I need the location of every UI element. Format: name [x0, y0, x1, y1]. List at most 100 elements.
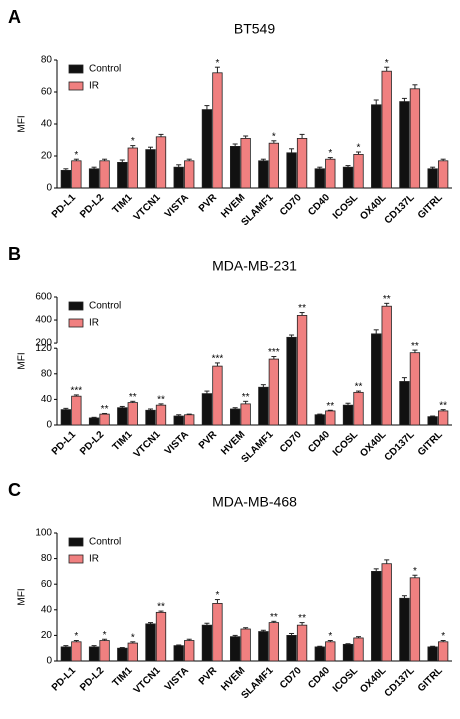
x-tick-label: PD-L1 [50, 429, 79, 458]
x-tick-label: ICOSL [331, 192, 360, 221]
bar [427, 416, 438, 426]
chart-title: MDA-MB-468 [212, 494, 297, 510]
bar [212, 603, 223, 662]
legend-label: Control [89, 301, 121, 312]
significance-label: *** [71, 386, 83, 397]
x-tick-label: PVR [197, 192, 220, 215]
bar [342, 166, 354, 189]
bar [155, 611, 167, 662]
x-tick-label: PVR [197, 429, 220, 452]
x-tick-label: CD70 [278, 429, 304, 455]
bar [99, 413, 110, 426]
bar [184, 160, 195, 189]
significance-label: * [272, 131, 276, 142]
bar [342, 643, 354, 662]
bar [314, 646, 325, 662]
x-tick-label: VISTA [163, 665, 191, 693]
x-tick-label: CD137L [383, 665, 417, 699]
bar [353, 153, 364, 189]
significance-label: ** [101, 404, 109, 415]
significance-label: * [215, 58, 219, 69]
bar [99, 160, 110, 189]
legend-label: Control [89, 64, 121, 75]
significance-label: * [215, 590, 219, 601]
chart-title: BT549 [234, 21, 275, 37]
x-tick-label: ICOSL [331, 665, 360, 694]
significance-label: ** [270, 612, 278, 623]
y-tick-label: 200 [35, 338, 52, 349]
y-tick-label: 40 [41, 604, 53, 615]
bar [240, 137, 251, 189]
bar [229, 408, 241, 426]
x-tick-label: ICOSL [331, 429, 360, 458]
significance-label: * [74, 631, 78, 642]
legend-label: IR [89, 554, 99, 565]
y-tick-label: 100 [35, 528, 52, 539]
x-tick-label: VTCN1 [132, 429, 163, 460]
chart-title: MDA-MB-231 [212, 258, 297, 274]
x-tick-label: SLAMF1 [240, 192, 276, 228]
bar [173, 415, 184, 426]
legend-label: Control [89, 537, 121, 548]
y-tick-label: 80 [41, 368, 53, 379]
bar [325, 410, 336, 426]
y-tick-label: 20 [41, 151, 53, 162]
bar [409, 577, 421, 662]
bar [314, 414, 325, 426]
bar [353, 637, 364, 662]
bar [286, 336, 297, 426]
significance-label: * [103, 630, 107, 641]
x-tick-label: CD40 [306, 665, 332, 691]
bar [229, 636, 241, 662]
bar [145, 409, 156, 426]
panel-label: A [8, 7, 21, 27]
bar [268, 622, 280, 662]
x-tick-label: VISTA [163, 429, 191, 457]
bar [240, 403, 251, 426]
x-tick-label: CD40 [306, 192, 332, 218]
bar [88, 168, 100, 189]
bar [296, 137, 308, 189]
panel-label: B [8, 244, 21, 264]
significance-label: * [328, 148, 332, 159]
bar [399, 101, 410, 189]
bar [173, 645, 184, 662]
bar [268, 142, 280, 189]
y-tick-label: 80 [41, 55, 53, 66]
significance-label: * [131, 136, 135, 147]
bar [71, 641, 82, 662]
bar [258, 386, 269, 426]
bar [342, 404, 354, 426]
bar [173, 166, 184, 189]
significance-label: ** [298, 303, 306, 314]
y-tick-label: 120 [35, 343, 52, 354]
significance-label: * [131, 632, 135, 643]
y-tick-label: 20 [41, 630, 53, 641]
legend-label: IR [89, 318, 99, 329]
y-tick-label: 40 [41, 394, 53, 405]
x-tick-label: CD70 [278, 192, 304, 218]
legend-swatch [68, 81, 84, 91]
bar [437, 160, 449, 189]
bar [117, 161, 128, 189]
legend-swatch [68, 554, 84, 564]
bar [184, 414, 195, 426]
bar [201, 624, 213, 662]
bar [71, 160, 82, 189]
significance-label: ** [157, 602, 165, 613]
bar [60, 646, 72, 662]
significance-label: ** [326, 401, 334, 412]
significance-label: * [413, 566, 417, 577]
legend-swatch [68, 537, 84, 547]
x-tick-label: GITRL [416, 665, 445, 694]
x-tick-label: GITRL [416, 429, 445, 458]
bar [371, 104, 382, 189]
significance-label: * [74, 150, 78, 161]
bar [229, 145, 241, 189]
x-tick-label: PD-L2 [78, 665, 107, 694]
x-tick-label: VTCN1 [132, 665, 163, 696]
bar [286, 635, 297, 662]
significance-label: *** [268, 347, 280, 358]
x-tick-label: CD137L [383, 429, 417, 463]
x-tick-label: TIM1 [111, 192, 135, 216]
